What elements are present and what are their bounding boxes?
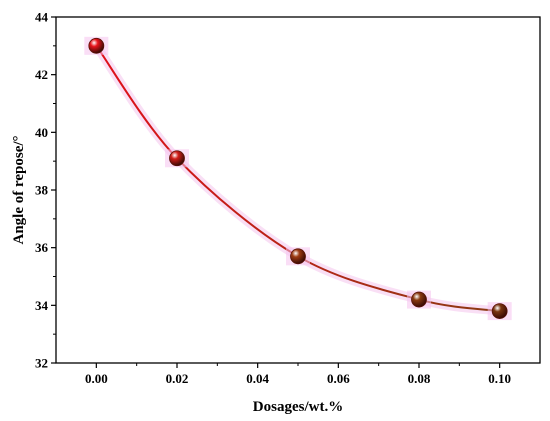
y-tick-label: 38 [35, 183, 49, 198]
x-tick-label: 0.06 [327, 371, 350, 386]
data-point [290, 248, 306, 265]
y-tick-label: 34 [35, 298, 49, 313]
series-line [95, 45, 500, 313]
x-axis-title: Dosages/wt.% [253, 399, 343, 415]
y-axis-ticks: 32 34 36 38 40 42 44 [35, 10, 56, 371]
series-layer [84, 36, 512, 321]
x-tick-label: 0.08 [408, 371, 431, 386]
data-point [411, 291, 427, 308]
y-tick-label: 44 [35, 10, 49, 25]
y-tick-label: 36 [35, 240, 49, 255]
data-point [88, 37, 105, 54]
x-axis-ticks: 0.00 0.02 0.04 0.06 0.08 0.10 [85, 363, 511, 386]
data-point [169, 150, 185, 167]
x-tick-label: 0.00 [85, 371, 108, 386]
y-tick-label: 42 [35, 67, 48, 82]
x-tick-label: 0.10 [488, 371, 511, 386]
data-point [491, 303, 508, 320]
y-tick-label: 40 [35, 125, 48, 140]
series-glow [91, 41, 505, 316]
y-tick-label: 32 [35, 356, 48, 371]
x-tick-label: 0.02 [166, 371, 189, 386]
y-axis-title: Angle of repose/° [11, 135, 27, 244]
x-tick-label: 0.04 [246, 371, 269, 386]
